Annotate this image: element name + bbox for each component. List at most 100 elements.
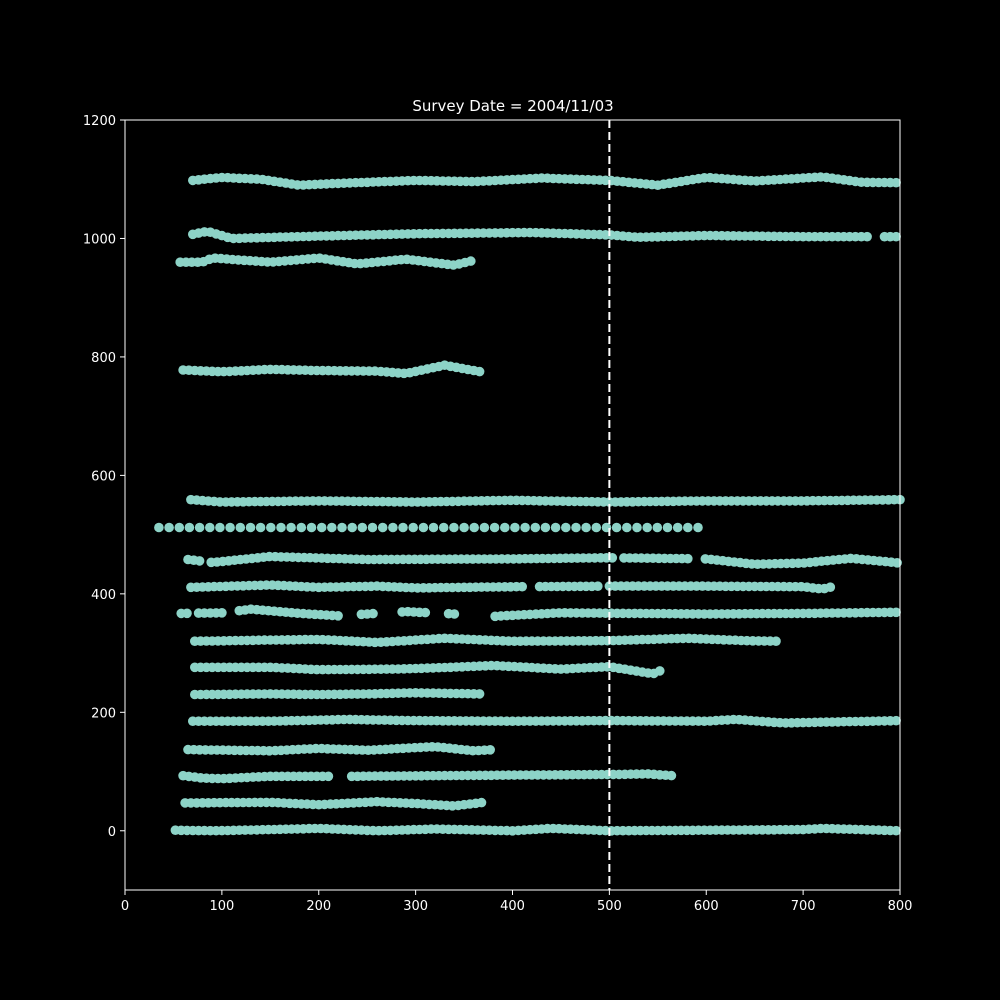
series-9 bbox=[176, 604, 901, 622]
data-point bbox=[333, 611, 343, 621]
data-point bbox=[194, 522, 205, 533]
data-point bbox=[825, 582, 836, 592]
data-point bbox=[891, 231, 901, 242]
data-point bbox=[225, 522, 235, 533]
data-point bbox=[184, 522, 195, 533]
series-6 bbox=[154, 522, 703, 533]
data-point bbox=[449, 609, 460, 619]
x-tick-label: 800 bbox=[888, 899, 913, 914]
x-axis: 0 100 200 300 400 500 600 700 800 bbox=[121, 890, 913, 914]
data-point bbox=[891, 825, 901, 836]
series-4 bbox=[178, 360, 485, 379]
data-point bbox=[474, 689, 485, 699]
data-points bbox=[154, 172, 905, 836]
data-point bbox=[388, 522, 398, 533]
series-3 bbox=[175, 253, 476, 270]
data-point bbox=[420, 607, 431, 618]
data-point bbox=[517, 581, 527, 592]
data-point bbox=[174, 522, 185, 533]
data-point bbox=[550, 522, 561, 533]
series-7 bbox=[183, 551, 902, 569]
y-tick-label: 200 bbox=[91, 706, 116, 721]
data-point bbox=[591, 522, 602, 533]
y-tick-label: 1200 bbox=[83, 114, 116, 129]
data-point bbox=[611, 522, 622, 533]
data-point bbox=[459, 522, 469, 533]
series-5 bbox=[186, 494, 905, 507]
data-point bbox=[476, 797, 487, 808]
series-17 bbox=[170, 823, 901, 836]
data-point bbox=[666, 770, 677, 781]
data-point bbox=[771, 636, 781, 646]
data-point bbox=[316, 522, 327, 533]
data-point bbox=[296, 522, 307, 533]
data-point bbox=[540, 522, 551, 533]
y-tick-label: 1000 bbox=[83, 232, 116, 247]
x-tick-label: 200 bbox=[306, 899, 331, 914]
data-point bbox=[327, 522, 337, 533]
data-point bbox=[337, 522, 347, 533]
data-point bbox=[662, 522, 673, 533]
data-point bbox=[217, 608, 227, 618]
data-point bbox=[683, 553, 693, 564]
data-point bbox=[286, 522, 296, 533]
data-point bbox=[357, 522, 368, 533]
series-1 bbox=[188, 172, 901, 190]
data-point bbox=[418, 522, 429, 533]
x-tick-label: 0 bbox=[121, 899, 129, 914]
series-8 bbox=[186, 580, 836, 594]
series-15 bbox=[178, 769, 677, 784]
x-tick-label: 400 bbox=[500, 899, 525, 914]
series-16 bbox=[180, 796, 487, 811]
data-point bbox=[182, 608, 192, 619]
y-tick-label: 0 bbox=[108, 825, 116, 840]
data-point bbox=[891, 607, 901, 618]
data-point bbox=[652, 522, 663, 533]
data-point bbox=[489, 522, 500, 533]
series-14 bbox=[183, 742, 496, 756]
data-point bbox=[632, 522, 642, 533]
y-tick-label: 600 bbox=[91, 469, 116, 484]
data-point bbox=[266, 522, 276, 533]
data-point bbox=[449, 522, 459, 533]
data-point bbox=[323, 771, 334, 782]
data-point bbox=[276, 522, 286, 533]
data-point bbox=[571, 522, 581, 533]
data-point bbox=[672, 522, 683, 533]
data-point bbox=[530, 522, 541, 533]
data-point bbox=[194, 556, 205, 566]
data-point bbox=[205, 522, 215, 533]
data-point bbox=[510, 522, 520, 533]
data-point bbox=[561, 522, 571, 533]
series-10 bbox=[190, 633, 781, 648]
data-point bbox=[368, 608, 378, 619]
data-point bbox=[693, 522, 703, 533]
data-point bbox=[438, 522, 449, 533]
data-point bbox=[367, 522, 378, 533]
data-point bbox=[245, 522, 256, 533]
data-point bbox=[235, 522, 246, 533]
data-point bbox=[891, 715, 901, 726]
data-point bbox=[428, 522, 439, 533]
data-point bbox=[642, 522, 652, 533]
data-point bbox=[306, 522, 317, 533]
data-point bbox=[622, 522, 632, 533]
series-11 bbox=[190, 660, 665, 679]
x-tick-label: 100 bbox=[209, 899, 234, 914]
data-point bbox=[154, 522, 164, 533]
data-point bbox=[581, 522, 591, 533]
data-point bbox=[479, 522, 490, 533]
x-tick-label: 300 bbox=[403, 899, 428, 914]
y-tick-label: 400 bbox=[91, 588, 116, 603]
data-point bbox=[398, 522, 408, 533]
data-point bbox=[500, 522, 510, 533]
data-point bbox=[593, 581, 603, 591]
data-point bbox=[862, 231, 872, 242]
x-tick-label: 500 bbox=[597, 899, 622, 914]
x-tick-label: 600 bbox=[694, 899, 719, 914]
series-13 bbox=[188, 714, 901, 728]
data-point bbox=[347, 522, 358, 533]
data-point bbox=[891, 177, 901, 188]
data-point bbox=[485, 745, 496, 755]
